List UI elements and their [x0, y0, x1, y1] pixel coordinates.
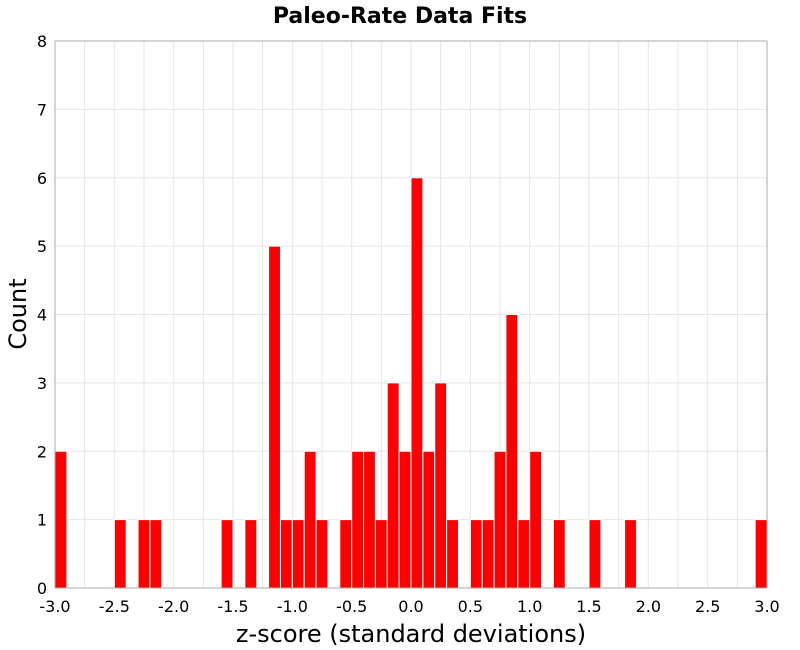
y-axis-label: Count [4, 278, 32, 349]
x-axis-ticks: -3.0 -2.5 -2.0 -1.5 -1.0 -0.5 0.0 0.5 1.0 1.5 2.0 2… [39, 597, 779, 616]
histogram-bar [552, 519, 566, 589]
histogram-bar [268, 245, 281, 589]
histogram-bar [517, 519, 531, 589]
histogram-bar [434, 382, 448, 589]
x-tick-label: 2.0 [636, 597, 661, 616]
histogram-bar [529, 450, 543, 589]
histogram-bar [54, 450, 68, 589]
x-tick-label: -2.0 [158, 597, 189, 616]
chart-title: Paleo-Rate Data Fits [273, 4, 527, 29]
x-tick-label: -3.0 [39, 597, 70, 616]
histogram-bar [244, 519, 258, 589]
histogram-bar [446, 519, 459, 589]
histogram-bar [220, 519, 234, 589]
histogram-bar [137, 519, 151, 589]
histogram-bar [410, 177, 424, 589]
x-axis-label: z-score (standard deviations) [236, 620, 586, 648]
histogram-bar [422, 450, 436, 589]
histogram-bar [149, 519, 163, 589]
histogram-bar [291, 519, 305, 589]
x-tick-label: 1.5 [576, 597, 601, 616]
histogram-bar [754, 519, 768, 589]
histogram-bar [469, 519, 483, 589]
histogram-bar [279, 519, 293, 589]
histogram-bar [374, 519, 388, 589]
y-tick-label: 7 [37, 100, 47, 119]
histogram-bar [303, 450, 317, 589]
plot-frame [54, 40, 768, 589]
histogram-bar [481, 519, 495, 589]
histogram-bar [588, 519, 602, 589]
y-axis-ticks: 0 1 2 3 4 5 6 7 8 [37, 32, 47, 598]
x-tick-label: 0.5 [458, 597, 483, 616]
y-tick-label: 5 [37, 237, 47, 256]
histogram-bar [339, 519, 353, 589]
y-tick-label: 6 [37, 169, 47, 188]
x-tick-label: 0.0 [398, 597, 423, 616]
histogram-bar [386, 382, 400, 589]
x-tick-label: -0.5 [336, 597, 367, 616]
y-tick-label: 4 [37, 306, 47, 325]
histogram-bar [398, 450, 412, 589]
x-tick-label: 3.0 [754, 597, 779, 616]
y-tick-label: 8 [37, 32, 47, 51]
y-tick-label: 1 [37, 511, 47, 530]
y-tick-label: 2 [37, 442, 47, 461]
histogram-bar [315, 519, 329, 589]
x-tick-label: 1.0 [517, 597, 542, 616]
histogram-bar [505, 314, 519, 589]
y-tick-label: 3 [37, 374, 47, 393]
histogram-bar [113, 519, 127, 589]
x-tick-label: -2.5 [99, 597, 130, 616]
x-tick-label: -1.5 [217, 597, 248, 616]
histogram-bar [351, 450, 365, 589]
histogram-bar [624, 519, 637, 589]
histogram-bar [493, 450, 507, 589]
x-tick-label: -1.0 [277, 597, 308, 616]
histogram-bars [54, 177, 768, 589]
x-tick-label: 2.5 [695, 597, 720, 616]
y-tick-label: 0 [37, 579, 47, 598]
histogram-bar [363, 450, 376, 589]
